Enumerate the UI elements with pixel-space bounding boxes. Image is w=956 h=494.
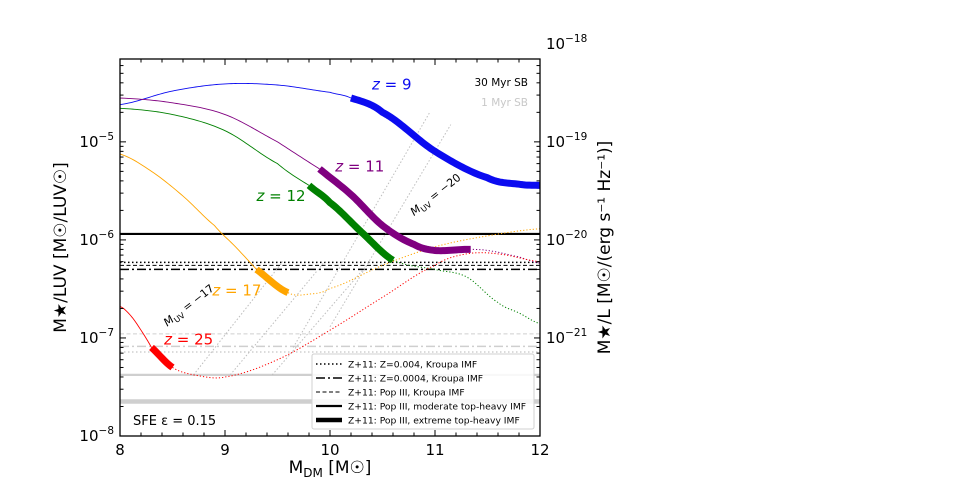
series-z11-thick: [317, 166, 471, 255]
legend-label-3: Z+11: Pop III, moderate top-heavy IMF: [348, 402, 526, 413]
y-right-tick-exp: −18: [565, 33, 587, 45]
z-symbol: z: [163, 330, 173, 348]
x-axis-label-close: ]: [365, 458, 372, 478]
muv-label-17: MUV = −17: [161, 282, 218, 331]
y-axis-label-left: M★/LUV [M☉/LUV☉]: [51, 162, 71, 333]
y-tick-label: 10−5: [79, 131, 114, 151]
axes: 8 9 10 11 1210−810−710−610−510−2110−2010−191…: [79, 33, 587, 459]
y-right-tick-base: 10: [546, 231, 565, 249]
z-value: = 12: [264, 187, 305, 205]
z-value: = 17: [220, 282, 261, 300]
y-right-tick-base: 10: [546, 35, 565, 53]
x-axis-label-main: M: [289, 458, 304, 478]
muv-value: = −20: [424, 171, 463, 206]
x-tick-label: 10: [320, 441, 339, 459]
y-right-tick-label: 10−18: [546, 33, 587, 53]
series-z12-thick: [306, 182, 395, 264]
legend-label-1: Z+11: Z=0.0004, Kroupa IMF: [348, 374, 483, 385]
z-symbol: z: [371, 76, 381, 94]
series-z17-thin-left: [120, 153, 257, 270]
legend-label-2: Z+11: Pop III, Kroupa IMF: [348, 388, 465, 399]
y-right-tick-exp: −21: [565, 327, 587, 339]
y-tick-base: 10: [79, 329, 98, 347]
y-tick-base: 10: [79, 133, 98, 151]
y-tick-base: 10: [79, 427, 98, 445]
y-tick-exp: −7: [99, 327, 114, 339]
series-group: [120, 82, 540, 379]
series-z25-thin-left: [120, 305, 152, 348]
z-symbol: z: [256, 187, 266, 205]
x-axis-label-unit: [M: [323, 458, 350, 478]
series-label-z17: z = 17: [211, 282, 261, 300]
y-tick-exp: −5: [99, 131, 114, 143]
series-z25-thick: [149, 344, 175, 371]
series-z25: [120, 252, 540, 379]
y-tick-exp: −8: [99, 425, 114, 437]
series-label-z25: z = 25: [163, 330, 213, 348]
series-z12: [120, 107, 540, 325]
muv-minus-20: [329, 124, 452, 328]
series-z17: [120, 153, 540, 296]
z-value: = 9: [380, 76, 412, 94]
series-z12-dotted-right: [392, 259, 540, 325]
sb-label-1: 1 Myr SB: [481, 97, 528, 109]
series-label-z9: z = 9: [371, 76, 412, 94]
y-right-tick-base: 10: [546, 329, 565, 347]
series-z17-thick: [254, 266, 290, 296]
series-z12-thin-left: [120, 107, 310, 186]
sb-label-0: 30 Myr SB: [475, 77, 529, 89]
series-z11-thin-left: [120, 97, 320, 170]
z-value: = 25: [172, 330, 213, 348]
legend-label-4: Z+11: Pop III, extreme top-heavy IMF: [348, 416, 520, 427]
series-label-z11: z = 11: [334, 157, 384, 175]
series-z17-dotted-right: [287, 228, 540, 296]
series-z25-dotted-right: [172, 252, 540, 379]
x-tick-label: 9: [220, 441, 230, 459]
x-tick-label: 8: [115, 441, 125, 459]
series-label-z12: z = 12: [256, 187, 306, 205]
x-tick-label: 12: [530, 441, 549, 459]
legend-box: [311, 353, 535, 430]
y-right-tick-label: 10−20: [546, 229, 587, 249]
legend-label-0: Z+11: Z=0.004, Kroupa IMF: [348, 360, 477, 371]
y-right-tick-exp: −19: [565, 131, 587, 143]
y-right-tick-base: 10: [546, 133, 565, 151]
y-tick-label: 10−6: [79, 229, 114, 249]
z-symbol: z: [334, 157, 344, 175]
y-tick-base: 10: [79, 231, 98, 249]
muv-line-1: [229, 261, 326, 376]
muv-value: = −17: [178, 282, 217, 317]
y-tick-label: 10−7: [79, 327, 114, 347]
series-z11: [120, 97, 540, 264]
muv-label-20: MUV = −20: [408, 171, 465, 220]
x-axis-label-sun: ☉: [350, 458, 365, 478]
y-right-tick-label: 10−19: [546, 131, 587, 151]
x-tick-label: 11: [425, 441, 444, 459]
sfe-label: SFE ε = 0.15: [133, 414, 216, 429]
y-axis-label-right: M★/L [M☉/(erg s⁻¹ Hz⁻¹)]: [595, 141, 615, 355]
series-z9-thick: [349, 94, 540, 189]
x-axis-label-sub: DM: [303, 466, 323, 480]
series-z11-dotted-right: [472, 248, 540, 264]
x-axis-label: MDM [M☉]: [289, 458, 372, 480]
y-tick-exp: −6: [99, 229, 115, 241]
y-tick-label: 10−8: [79, 425, 114, 445]
legend: Z+11: Z=0.004, Kroupa IMF Z+11: Z=0.0004,…: [311, 353, 535, 430]
z-symbol: z: [211, 282, 221, 300]
series-z9: [120, 82, 352, 106]
y-right-tick-label: 10−21: [546, 327, 587, 347]
z-value: = 11: [343, 157, 384, 175]
y-right-tick-exp: −20: [565, 229, 587, 241]
series-z9-thin-left: [120, 82, 352, 106]
